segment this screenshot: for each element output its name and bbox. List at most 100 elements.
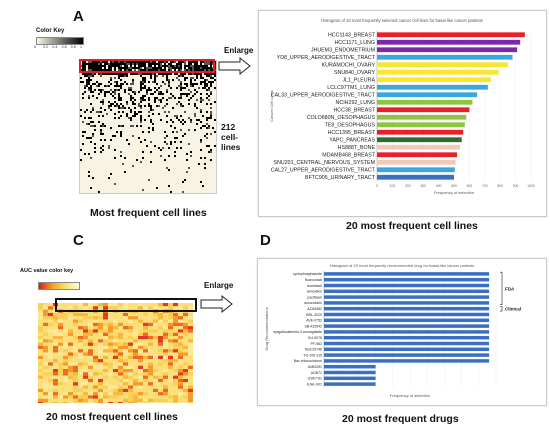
chart-b-category-label: JL1_PLEURA <box>342 77 375 83</box>
chart-b-xtick-label: 200 <box>405 184 411 188</box>
chart-d-category-label: tamoxifen <box>307 290 322 294</box>
chart-b-bar <box>377 107 470 113</box>
chart-b-category-label: HCC1171_LUNG <box>334 40 375 46</box>
chart-b-category-label: COLO680N_OESOPHAGUS <box>307 115 376 121</box>
color-key-tick: 0.8 <box>70 45 76 49</box>
chart-d-bar <box>324 359 490 363</box>
fda-bracket <box>500 271 503 305</box>
chart-d-bar <box>324 347 490 352</box>
chart-b-category-label: SNU201_CENTRAL_NERVOUS_SYSTEM <box>274 160 375 166</box>
chart-d-category-label: BRL-2020 <box>306 313 322 317</box>
panel-d-letter: D <box>260 232 271 249</box>
chart-b-xtick-label: 400 <box>436 184 442 188</box>
chart-b-bar <box>377 114 467 120</box>
chart-d-bar <box>324 341 490 346</box>
panel-a-heatmap <box>79 60 217 194</box>
chart-d-bar <box>324 295 490 299</box>
panel-a-caption: Most frequent cell lines <box>90 207 207 219</box>
chart-d-bar <box>324 370 376 375</box>
chart-d-category-label: UMI0251 <box>308 365 322 369</box>
chart-d-bar <box>324 301 490 305</box>
cell-count-number: 212 <box>221 122 236 132</box>
chart-b-xtick-label: 0 <box>376 184 378 188</box>
chart-b-bar <box>377 122 465 128</box>
panel-c-color-key-gradient <box>38 282 80 290</box>
color-key-ticks: 0 0.2 0.4 0.6 0.8 1 <box>34 45 82 51</box>
chart-b-category-label: HCC38_BREAST <box>333 107 375 113</box>
panel-d-chart-frame: Histogram of 20 most frequently recommen… <box>257 258 547 406</box>
panel-d-bar-chart: Histogram of 20 most frequently recommen… <box>264 263 521 398</box>
panel-c-enlarge-arrow <box>200 294 233 314</box>
chart-d-category-label: AGB71 <box>311 371 322 375</box>
panel-a-cell-count: 212 cell- lines <box>221 122 240 152</box>
panel-a-enlarge-arrow <box>218 56 251 76</box>
chart-b-category-label: LCLC97TM1_LUNG <box>327 85 375 91</box>
chart-b-category-label: JHUEM3_ENDOMETRIUM <box>311 47 375 53</box>
panel-a-color-key: Color Key 0 0.2 0.4 0.6 0.8 1 <box>34 28 84 51</box>
chart-b-bar <box>377 54 513 60</box>
panel-c-color-key-title: AUC value color key <box>20 268 74 274</box>
chart-d-bar <box>324 353 490 357</box>
chart-d-category-label: AVE-0752 <box>306 319 322 323</box>
chart-b-xtick-label: 900 <box>513 184 519 188</box>
chart-d-category-label: AZD6482 <box>307 307 322 311</box>
chart-b-category-label: YAPC_PANCREAS <box>329 137 375 143</box>
color-key-tick: 0 <box>34 45 36 49</box>
chart-b-bar <box>377 167 455 173</box>
chart-d-bar <box>324 376 376 381</box>
chart-d-category-label: docetaxel <box>307 284 322 288</box>
chart-b-bar <box>377 137 462 143</box>
chart-b-bar <box>377 32 525 38</box>
chart-b-bar <box>377 69 499 75</box>
panel-b-bar-chart: Histogram of 20 most frequently selected… <box>269 18 535 195</box>
chart-d-bar <box>324 283 490 288</box>
chart-b-bar <box>377 174 454 180</box>
chart-b-bar <box>377 99 473 105</box>
chart-d-bar <box>324 324 490 328</box>
chart-d-bar <box>324 330 490 334</box>
chart-d-bar <box>324 382 376 386</box>
fda-label: FDA <box>505 286 515 291</box>
chart-d-bar <box>324 364 376 369</box>
color-key-tick: 0.6 <box>61 45 67 49</box>
chart-d-bar <box>324 306 490 311</box>
heatmap-a-marks <box>80 61 216 193</box>
chart-d-bar <box>324 277 490 282</box>
chart-b-category-label: CAL27_UPPER_AERODIGESTIVE_TRACT <box>271 167 376 173</box>
chart-b-category-label: TE8_OESOPHAGUS <box>325 122 376 128</box>
chart-b-xtick-label: 500 <box>451 184 457 188</box>
color-key-tick: 0.2 <box>43 45 49 49</box>
chart-b-category-label: MDAMB468_BREAST <box>322 152 375 158</box>
panel-d-caption: 20 most frequent drugs <box>342 413 459 425</box>
chart-b-bar <box>377 77 491 83</box>
chart-b-xtick-label: 600 <box>467 184 473 188</box>
panel-a-heatmap-cells <box>80 61 216 193</box>
color-key-title: Color Key <box>36 28 65 34</box>
panel-c-caption: 20 most frequent cell lines <box>46 411 178 423</box>
chart-b-category-label: YD8_UPPER_AERODIGESTIVE_TRACT <box>277 55 376 61</box>
cell-count-word: cell- <box>221 132 239 142</box>
chart-d-category-label: paclitaxel <box>307 295 322 299</box>
chart-b-category-label: HCC1395_BREAST <box>328 130 376 136</box>
chart-b-category-label: KURAMOCHI_OVARY <box>322 62 376 68</box>
chart-b-category-label: NCIH292_LUNG <box>336 100 375 106</box>
chart-d-bar <box>324 312 490 317</box>
chart-d-category-label: cyclophosphamide <box>293 272 322 276</box>
chart-b-xtick-label: 800 <box>497 184 503 188</box>
panel-c-highlight-box <box>55 298 197 312</box>
chart-d-category-label: SB-432542 <box>304 324 322 328</box>
chart-b-title: Histogram of 20 most frequently selected… <box>321 18 483 23</box>
chart-b-category-label: HCC1143_BREAST <box>328 32 376 38</box>
chart-b-xtick-label: 1000 <box>527 184 535 188</box>
chart-d-bar <box>324 272 490 276</box>
chart-b-category-label: BFTC905_URINARY_TRACT <box>305 175 376 181</box>
chart-b-bar <box>377 84 488 90</box>
chart-b-xtick-label: 700 <box>482 184 488 188</box>
chart-b-xtick-label: 100 <box>390 184 396 188</box>
chart-d-category-label: epigallocatechin-3-monogallate <box>274 330 323 334</box>
chart-d-category-label: NSC25746 <box>305 348 322 352</box>
chart-d-category-label: doxorubicin <box>304 301 322 305</box>
chart-d-bar <box>324 335 490 340</box>
chart-b-xlabel: Frequency of selection <box>434 190 474 195</box>
panel-c-enlarge-label: Enlarge <box>204 281 234 290</box>
